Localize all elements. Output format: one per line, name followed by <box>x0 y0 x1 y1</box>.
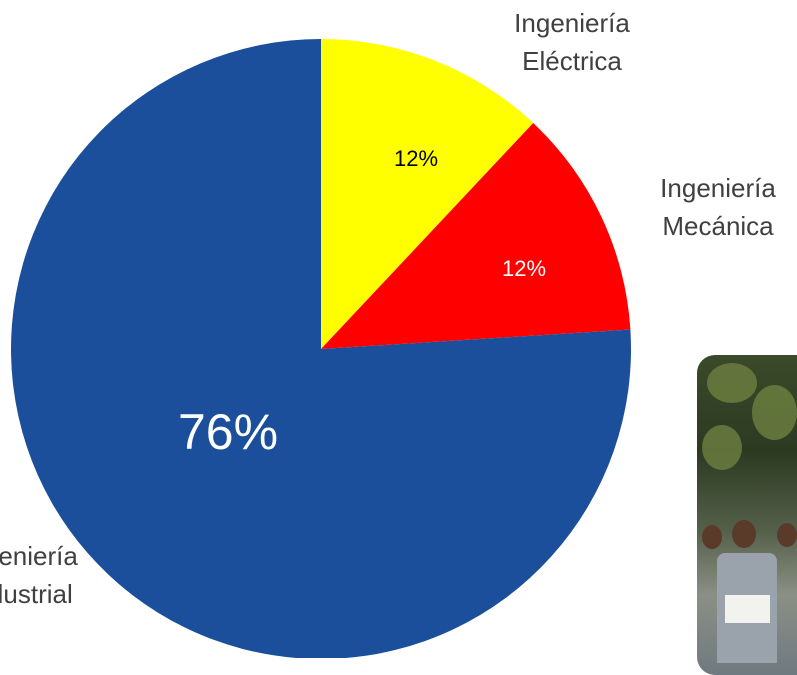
slice-category-label: Ingeniería Eléctrica <box>514 8 630 76</box>
pie-slice <box>321 39 534 349</box>
slice-value-label: 12% <box>394 146 438 171</box>
pie-slice <box>321 123 631 350</box>
slice-value-label: 76% <box>178 404 278 460</box>
pie-slice <box>11 39 631 658</box>
slice-category-label: Ingeniería Mecánica <box>660 173 776 241</box>
slice-value-label: 12% <box>502 256 546 281</box>
slice-category-label: IngenieríaIndustrial <box>0 541 78 609</box>
group-photo <box>697 355 797 675</box>
pie-chart: 12% Ingeniería Eléctrica 12% Ingeniería Mecán… <box>0 8 776 658</box>
